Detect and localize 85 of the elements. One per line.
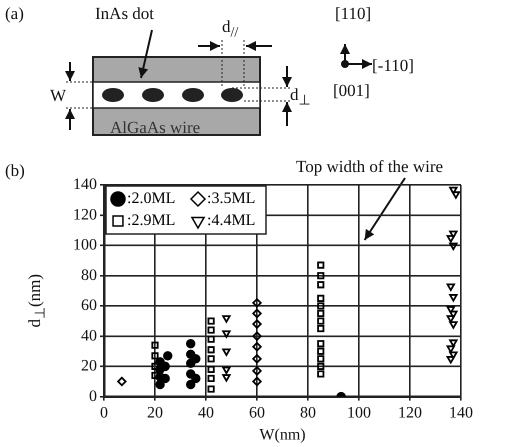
text: InAs dot bbox=[95, 4, 154, 23]
legend-label: :3.5ML bbox=[207, 190, 256, 208]
point bbox=[252, 342, 262, 352]
point bbox=[222, 330, 231, 338]
point bbox=[449, 230, 458, 238]
point bbox=[317, 355, 324, 362]
text: d$_{⊥}$ bbox=[290, 85, 310, 108]
y-tick-label: 140 bbox=[73, 176, 97, 194]
point bbox=[208, 326, 215, 334]
point bbox=[208, 346, 215, 354]
x-tick-label: 80 bbox=[300, 404, 316, 422]
point bbox=[449, 242, 458, 250]
point bbox=[208, 336, 215, 343]
text: W bbox=[50, 86, 66, 105]
point bbox=[446, 306, 455, 314]
legend-label: :2.9ML bbox=[127, 212, 176, 230]
point bbox=[222, 315, 231, 323]
text: Top width of the wire bbox=[296, 157, 444, 176]
point bbox=[208, 385, 215, 393]
point bbox=[446, 283, 455, 291]
y-tick-label: 100 bbox=[73, 236, 97, 254]
point bbox=[317, 340, 324, 348]
point bbox=[191, 374, 200, 384]
point bbox=[163, 351, 172, 360]
point bbox=[449, 186, 458, 194]
point bbox=[317, 272, 324, 280]
point bbox=[252, 308, 262, 318]
x-tick-label: 60 bbox=[249, 404, 265, 422]
point bbox=[317, 370, 324, 378]
point bbox=[317, 325, 324, 332]
point bbox=[449, 294, 458, 302]
y-tick-label: 40 bbox=[81, 327, 97, 344]
point bbox=[222, 348, 231, 356]
point bbox=[222, 374, 231, 382]
point bbox=[317, 310, 324, 318]
point bbox=[317, 262, 324, 269]
point bbox=[452, 191, 460, 199]
x-tick-label: 40 bbox=[198, 404, 214, 422]
point bbox=[317, 362, 324, 370]
point bbox=[317, 281, 324, 288]
point bbox=[317, 302, 324, 310]
legend-label: :2.0ML bbox=[127, 190, 176, 208]
point bbox=[191, 354, 200, 364]
text: [001] bbox=[333, 81, 370, 100]
point bbox=[449, 310, 458, 318]
point bbox=[208, 374, 215, 382]
point bbox=[151, 342, 159, 349]
text: d$_{//}$ bbox=[222, 17, 238, 40]
point bbox=[208, 317, 215, 325]
point bbox=[186, 339, 196, 348]
text: (b) bbox=[5, 161, 25, 180]
x-tick-label: 20 bbox=[147, 404, 163, 422]
point bbox=[186, 380, 196, 390]
x-tick-label: 0 bbox=[100, 404, 108, 422]
point bbox=[317, 294, 324, 302]
x-tick-label: 140 bbox=[449, 404, 473, 422]
point bbox=[317, 317, 324, 325]
point bbox=[317, 348, 324, 355]
text: [-110] bbox=[372, 56, 414, 75]
point bbox=[252, 376, 262, 386]
point bbox=[208, 366, 215, 373]
point bbox=[252, 319, 262, 329]
x-axis-title: W(nm) bbox=[259, 426, 306, 444]
x-tick-label: 100 bbox=[347, 404, 371, 422]
point bbox=[252, 354, 262, 364]
point bbox=[208, 355, 215, 362]
point bbox=[252, 366, 262, 376]
point bbox=[446, 356, 455, 364]
y-tick-label: 120 bbox=[73, 206, 97, 224]
point bbox=[449, 321, 458, 329]
point bbox=[446, 235, 455, 243]
point bbox=[449, 351, 458, 359]
text: [110] bbox=[335, 4, 372, 23]
x-tick-label: 120 bbox=[398, 404, 422, 422]
y-tick-label: 20 bbox=[81, 358, 97, 375]
point bbox=[151, 352, 159, 360]
point bbox=[252, 331, 262, 341]
y-tick-label: 80 bbox=[81, 266, 97, 284]
legend-label: :4.4ML bbox=[207, 212, 256, 230]
y-tick-label: 60 bbox=[81, 297, 97, 314]
text: (a) bbox=[5, 4, 24, 23]
point bbox=[252, 298, 262, 308]
point bbox=[117, 376, 127, 386]
y-tick-label: 0 bbox=[89, 388, 97, 405]
point bbox=[222, 366, 231, 374]
